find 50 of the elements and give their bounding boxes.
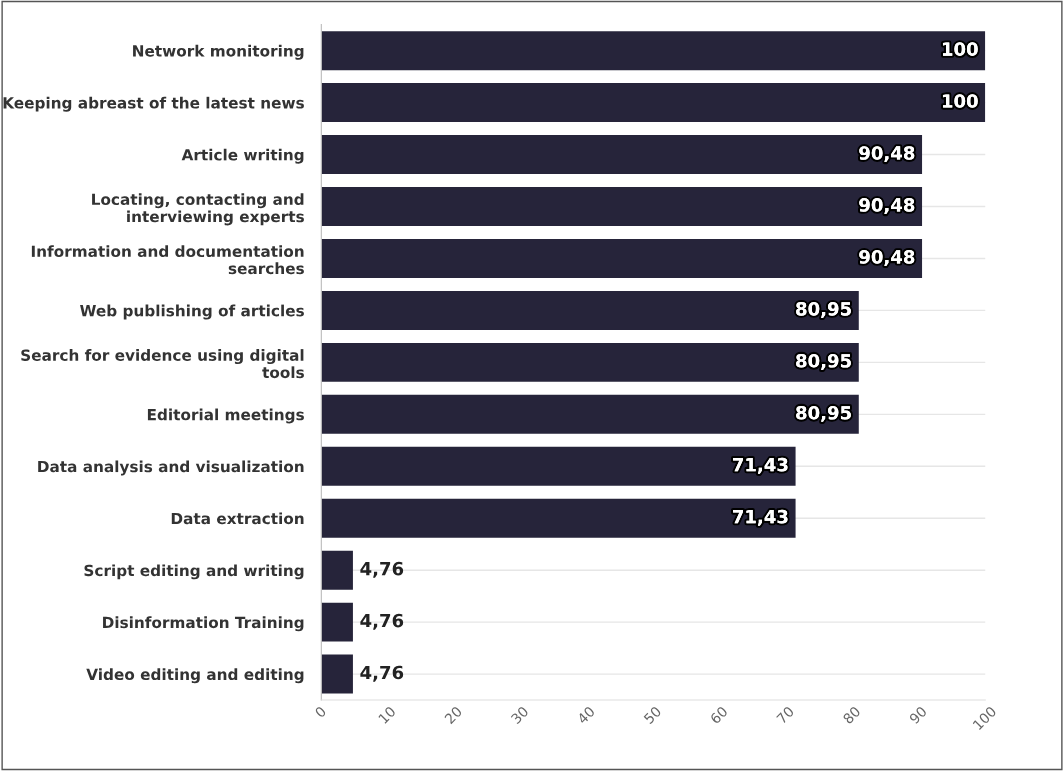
y-tick-label: Web publishing of articles (80, 304, 304, 320)
data-label: 4,76 (360, 561, 404, 578)
bar (321, 135, 923, 175)
x-tick-label: 60 (709, 705, 729, 725)
bar (321, 550, 353, 590)
x-tick-label: 50 (643, 705, 662, 725)
data-label: 71,43 (733, 509, 788, 526)
data-label: 100 (942, 94, 978, 108)
x-tick-label: 10 (377, 705, 397, 724)
data-label: 90,48 (859, 146, 915, 163)
data-label: 80,95 (796, 302, 851, 318)
bar (321, 31, 986, 71)
bar (321, 187, 923, 226)
y-tick-label: Data analysis and visualization (38, 460, 304, 476)
y-tick-label: Article writing (181, 148, 304, 164)
data-label: 71,43 (733, 457, 788, 474)
x-tick-label: 90 (908, 705, 928, 725)
data-label: 90,48 (859, 250, 915, 267)
data-label: 80,95 (796, 405, 851, 422)
bar (321, 602, 353, 642)
bar (321, 290, 859, 330)
data-label: 90,48 (859, 198, 915, 215)
bar (321, 238, 923, 278)
y-tick-label: Information and documentation searches (31, 245, 304, 275)
y-tick-label: Network monitoring (133, 44, 304, 60)
y-tick-label: Data extraction (171, 512, 304, 525)
x-tick-label: 20 (444, 705, 463, 725)
x-tick-label: 100 (972, 705, 997, 731)
bar (321, 394, 859, 434)
bar (321, 654, 353, 694)
y-tick-label: Script editing and writing (84, 564, 304, 580)
y-tick-label: Disinformation Training (103, 616, 304, 632)
x-tick-label: 80 (842, 705, 861, 725)
y-tick-label: Editorial meetings (147, 408, 304, 424)
data-label: 4,76 (360, 613, 404, 630)
x-tick-label: 0 (314, 705, 327, 719)
y-tick-label: Video editing and editing (86, 668, 304, 684)
bar (321, 446, 796, 486)
bar (321, 342, 859, 382)
x-tick-label: 40 (576, 705, 596, 725)
x-tick-label: 30 (510, 705, 529, 725)
y-tick-label: Locating, contacting and interviewing experts (92, 193, 304, 226)
data-label: 80,95 (796, 353, 851, 370)
data-label: 100 (942, 42, 978, 56)
y-tick-label: Keeping abreast of the latest news (3, 96, 304, 112)
data-label: 4,76 (360, 665, 404, 682)
x-tick-label: 70 (776, 705, 795, 725)
y-tick-label: Search for evidence using digital tools (21, 349, 304, 379)
bar (321, 498, 796, 538)
bar (321, 83, 986, 123)
